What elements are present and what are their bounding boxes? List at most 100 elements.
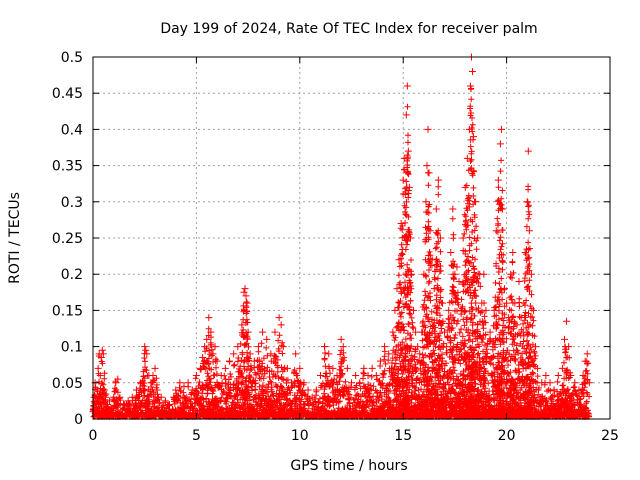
roti-point — [205, 314, 213, 322]
roti-point — [420, 270, 428, 278]
roti-point — [188, 386, 196, 394]
roti-point — [391, 306, 399, 314]
roti-point — [137, 379, 145, 387]
roti-point — [296, 364, 304, 372]
roti-point — [288, 379, 296, 387]
roti-point — [254, 343, 262, 351]
roti-point — [486, 328, 494, 336]
roti-point — [581, 357, 589, 365]
roti-point — [108, 404, 116, 412]
roti-point — [114, 375, 122, 383]
roti-point — [321, 343, 329, 351]
roti-point — [199, 353, 207, 361]
roti-point — [92, 401, 100, 409]
roti-point — [151, 364, 159, 372]
roti-point — [418, 328, 426, 336]
roti-point — [428, 256, 436, 264]
roti-point — [242, 292, 250, 300]
y-axis-label: ROTI / TECUs — [7, 192, 23, 284]
roti-point — [461, 183, 469, 191]
roti-point — [406, 234, 414, 242]
roti-point — [425, 169, 433, 177]
roti-point — [153, 386, 161, 394]
y-tick-label: 0.3 — [61, 195, 83, 211]
roti-point — [434, 176, 442, 184]
roti-point — [337, 335, 345, 343]
roti-point — [505, 314, 513, 322]
roti-point — [389, 328, 397, 336]
roti-point — [443, 343, 451, 351]
roti-point — [410, 306, 418, 314]
roti-point — [414, 343, 422, 351]
roti-point — [192, 372, 200, 380]
roti-point — [259, 328, 267, 336]
roti-point — [554, 372, 562, 380]
roti-point — [381, 343, 389, 351]
roti-point — [441, 328, 449, 336]
roti-point — [90, 393, 98, 401]
roti-point — [98, 346, 106, 354]
roti-point — [128, 393, 136, 401]
roti-point — [149, 372, 157, 380]
y-tick-label: 0.5 — [61, 50, 83, 66]
roti-point — [329, 364, 337, 372]
roti-point — [166, 401, 174, 409]
roti-point — [283, 364, 291, 372]
roti-point — [143, 350, 151, 358]
roti-point — [397, 220, 405, 228]
roti-point — [503, 299, 511, 307]
roti-point — [250, 357, 258, 365]
roti-point — [395, 256, 403, 264]
roti-point — [465, 125, 473, 133]
roti-point — [300, 379, 308, 387]
axis-ticks — [92, 56, 611, 420]
roti-point — [348, 379, 355, 387]
roti-point — [567, 372, 575, 380]
roti-point — [180, 382, 188, 390]
roti-point — [432, 205, 440, 213]
roti-point — [523, 198, 531, 206]
roti-point — [244, 328, 252, 336]
roti-point — [405, 183, 413, 191]
roti-point — [147, 379, 155, 387]
roti-point — [490, 306, 498, 314]
roti-point — [492, 227, 500, 235]
roti-point — [438, 299, 446, 307]
roti-point — [402, 111, 410, 119]
roti-point — [507, 270, 515, 278]
roti-point — [197, 364, 205, 372]
roti-point — [579, 372, 587, 380]
roti-point — [243, 299, 251, 307]
y-tick-label: 0.05 — [52, 376, 83, 392]
axis-tick-labels: 0 5 10 15 20 25 0 0.05 0.1 0.15 0.2 0.25 0.3 0.35 0.4 0… — [52, 50, 619, 444]
y-tick-label: 0.35 — [52, 159, 83, 175]
roti-point — [565, 343, 573, 351]
roti-point — [172, 386, 180, 394]
roti-point — [176, 379, 184, 387]
roti-point — [96, 372, 104, 380]
roti-point — [99, 350, 107, 358]
roti-point — [94, 364, 102, 372]
roti-point — [513, 321, 521, 329]
roti-point — [497, 125, 505, 133]
roti-point — [267, 350, 275, 358]
roti-point — [213, 357, 221, 365]
x-tick-label: 25 — [601, 428, 619, 444]
y-tick-label: 0 — [74, 412, 83, 428]
roti-point — [521, 248, 529, 256]
roti-point — [472, 198, 480, 206]
roti-point — [451, 270, 459, 278]
roti-point — [453, 263, 461, 271]
roti-point — [445, 306, 453, 314]
roti-point — [424, 125, 432, 133]
roti-point — [534, 364, 542, 372]
y-tick-label: 0.1 — [61, 340, 83, 356]
roti-point — [585, 379, 593, 387]
roti-point — [457, 306, 465, 314]
roti-point — [494, 176, 502, 184]
roti-point — [482, 306, 490, 314]
roti-point — [474, 234, 482, 242]
roti-point — [184, 379, 192, 387]
roti-point — [170, 393, 178, 401]
x-tick-label: 5 — [192, 428, 201, 444]
